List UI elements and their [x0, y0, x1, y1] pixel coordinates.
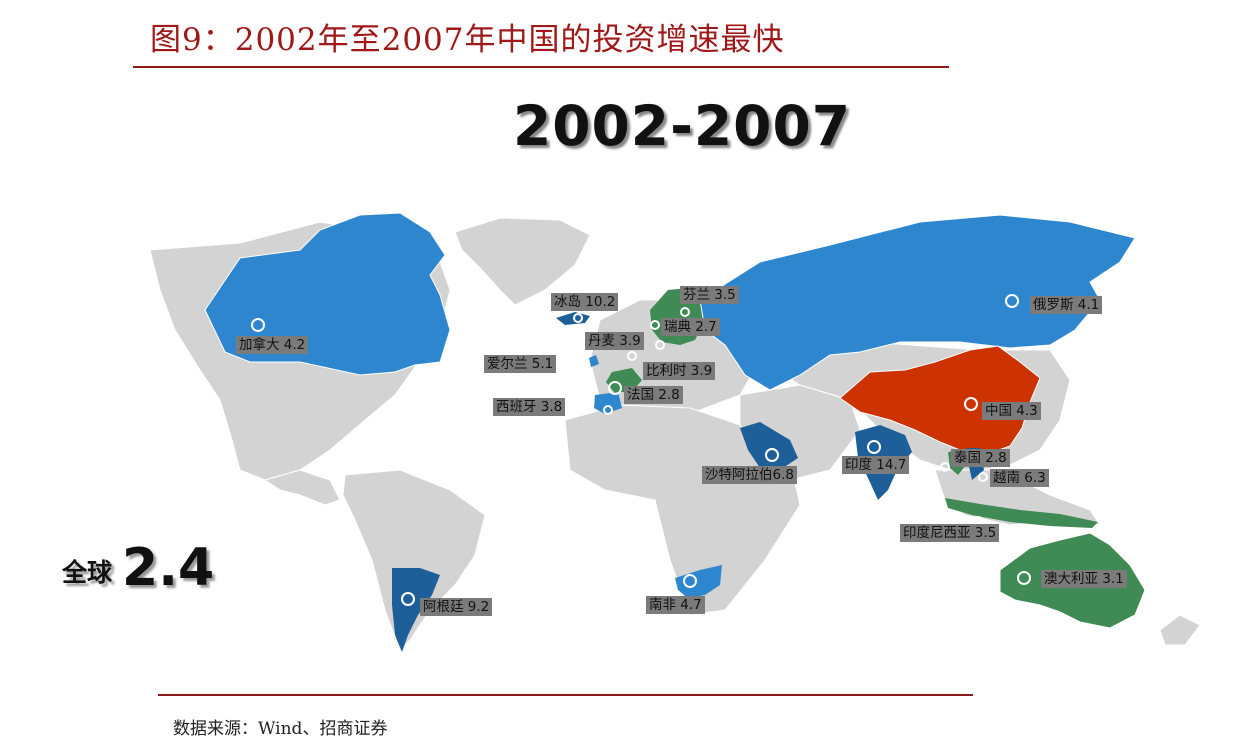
saudi-arabia-shape — [740, 422, 798, 470]
belgium-name: 比利时 — [646, 363, 687, 379]
australia-value: 3.1 — [1102, 571, 1124, 587]
new-zealand-land — [1159, 614, 1201, 646]
australia-label: 澳大利亚 3.1 — [1041, 570, 1127, 588]
india-name: 印度 — [845, 457, 872, 473]
spain-value: 3.8 — [540, 399, 563, 415]
figure-title: 图9：2002年至2007年中国的投资增速最快 — [150, 22, 785, 58]
saudi-arabia-marker — [765, 448, 779, 462]
belgium-marker — [627, 351, 637, 361]
denmark-label: 丹麦 3.9 — [585, 332, 644, 350]
india-marker — [867, 440, 881, 454]
period-heading: 2002-2007 — [513, 94, 851, 158]
ireland-name: 爱尔兰 — [487, 356, 528, 372]
south-africa-value: 4.7 — [680, 597, 702, 613]
belgium-value: 3.9 — [690, 363, 713, 379]
africa-land — [564, 404, 801, 616]
south-africa-label: 南非 4.7 — [646, 596, 705, 614]
russia-label: 俄罗斯 4.1 — [1030, 296, 1103, 314]
australia-marker — [1017, 571, 1031, 585]
australia-name: 澳大利亚 — [1044, 571, 1098, 587]
sweden-label: 瑞典 2.7 — [661, 318, 720, 336]
spain-shape — [594, 392, 622, 414]
spain-label: 西班牙 3.8 — [493, 398, 566, 416]
south-africa-name: 南非 — [649, 597, 676, 613]
belgium-label: 比利时 3.9 — [643, 362, 716, 380]
saudi-arabia-name: 沙特阿拉伯 — [705, 467, 773, 483]
saudi-arabia-label: 沙特阿拉伯6.8 — [702, 466, 797, 484]
finland-marker — [680, 307, 690, 317]
argentina-shape — [392, 568, 440, 652]
india-value: 14.7 — [876, 457, 907, 473]
indonesia-shape — [945, 498, 1098, 528]
indonesia-name: 印度尼西亚 — [903, 525, 971, 541]
ireland-label: 爱尔兰 5.1 — [484, 355, 557, 373]
ireland-value: 5.1 — [531, 356, 554, 372]
china-marker — [964, 397, 978, 411]
denmark-marker — [655, 340, 665, 350]
iceland-label: 冰岛 10.2 — [551, 293, 619, 311]
spain-name: 西班牙 — [496, 399, 537, 415]
argentina-value: 9.2 — [467, 599, 490, 615]
france-name: 法国 — [627, 387, 654, 403]
central-america-land — [263, 469, 341, 506]
argentina-label: 阿根廷 9.2 — [420, 598, 493, 616]
china-label: 中国 4.3 — [982, 402, 1041, 420]
global-average: 全球 2.4 — [62, 538, 214, 598]
global-value: 2.4 — [122, 538, 215, 598]
finland-value: 3.5 — [714, 287, 736, 303]
thailand-label: 泰国 2.8 — [951, 449, 1010, 467]
china-value: 4.3 — [1016, 403, 1038, 419]
vietnam-value: 6.3 — [1024, 470, 1046, 486]
ireland-marker — [575, 358, 585, 368]
iceland-value: 10.2 — [585, 294, 616, 310]
south-america-land — [342, 469, 486, 651]
russia-marker — [1005, 294, 1019, 308]
thailand-value: 2.8 — [985, 450, 1007, 466]
finland-label: 芬兰 3.5 — [680, 286, 739, 304]
russia-value: 4.1 — [1077, 297, 1100, 313]
sweden-marker — [650, 320, 660, 330]
bottom-rule — [158, 694, 973, 696]
canada-marker — [251, 318, 265, 332]
denmark-value: 3.9 — [619, 333, 641, 349]
canada-label: 加拿大 4.2 — [236, 336, 309, 354]
saudi-arabia-value: 6.8 — [772, 467, 794, 483]
top-rule — [133, 66, 949, 68]
canada-name: 加拿大 — [239, 337, 280, 353]
argentina-marker — [401, 592, 415, 606]
sweden-value: 2.7 — [695, 319, 717, 335]
indonesia-label: 印度尼西亚 3.5 — [900, 524, 1000, 542]
finland-name: 芬兰 — [683, 287, 710, 303]
sweden-name: 瑞典 — [664, 319, 691, 335]
indonesia-value: 3.5 — [974, 525, 997, 541]
spain-marker — [603, 405, 613, 415]
global-label: 全球 — [62, 558, 113, 587]
ireland-shape — [589, 355, 599, 367]
france-value: 2.8 — [658, 387, 680, 403]
russia-shape — [699, 214, 1136, 391]
canada-shape — [204, 212, 451, 376]
china-name: 中国 — [985, 403, 1012, 419]
south-africa-marker — [683, 574, 697, 588]
argentina-name: 阿根廷 — [423, 599, 464, 615]
thailand-marker — [940, 462, 950, 472]
vietnam-marker — [978, 472, 988, 482]
france-label: 法国 2.8 — [624, 386, 683, 404]
vietnam-label: 越南 6.3 — [990, 469, 1049, 487]
vietnam-name: 越南 — [993, 470, 1020, 486]
iceland-marker — [573, 313, 583, 323]
source-note: 数据来源：Wind、招商证券 — [173, 719, 388, 739]
iceland-name: 冰岛 — [554, 294, 581, 310]
france-marker — [608, 381, 622, 395]
thailand-name: 泰国 — [954, 450, 981, 466]
denmark-name: 丹麦 — [588, 333, 615, 349]
canada-value: 4.2 — [283, 337, 306, 353]
india-label: 印度 14.7 — [842, 456, 910, 474]
greenland-land — [454, 217, 591, 306]
russia-name: 俄罗斯 — [1033, 297, 1074, 313]
south-africa-shape — [675, 565, 722, 598]
